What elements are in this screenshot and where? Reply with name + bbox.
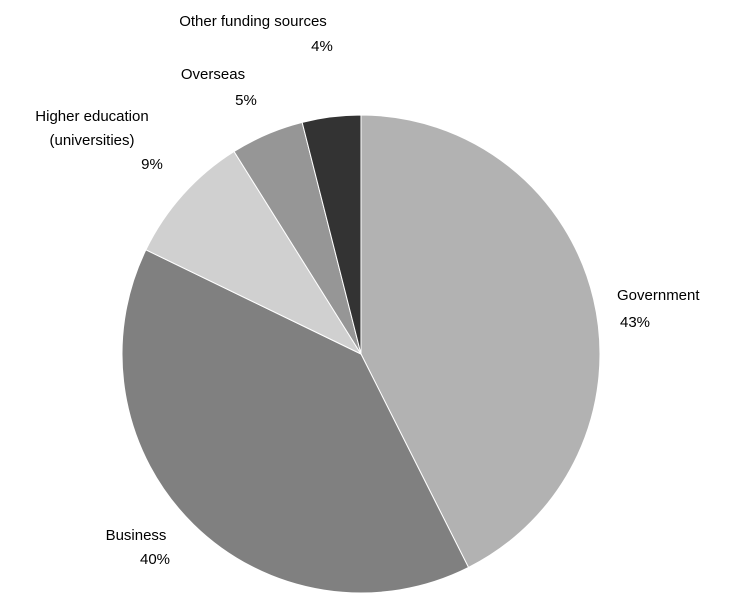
slice-value-label: 4% (311, 38, 333, 55)
slice-label: Other funding sources (179, 13, 327, 30)
pie-slice-higher-education-universities (145, 150, 363, 356)
slice-label: (universities) (49, 132, 134, 149)
slice-label-group: Higher education (universities) 9% (35, 108, 163, 173)
slice-label: Higher education (35, 108, 148, 125)
slice-label: Overseas (181, 66, 245, 83)
slice-label-group: Overseas 5% (181, 66, 257, 109)
pie-slice-government (360, 114, 601, 569)
slice-value-label: 9% (141, 156, 163, 173)
slice-label: Business (106, 527, 167, 544)
slice-label-group: Government 43% (617, 287, 700, 331)
slice-value-label: 5% (235, 92, 257, 109)
slice-value-label: 43% (620, 314, 650, 331)
pie-slice-other-funding-sources (301, 114, 362, 355)
slice-value-label: 40% (140, 551, 170, 568)
slice-label-group: Other funding sources 4% (179, 13, 333, 55)
pie-slice-business (121, 249, 470, 594)
slice-label: Government (617, 287, 700, 304)
slice-label-group: Business 40% (106, 527, 170, 568)
